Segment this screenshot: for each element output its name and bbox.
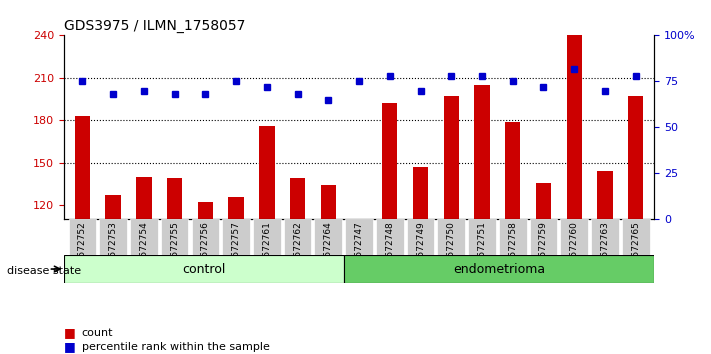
FancyBboxPatch shape xyxy=(376,219,404,255)
Bar xyxy=(628,96,643,354)
Bar xyxy=(260,126,274,354)
Bar xyxy=(321,185,336,354)
Text: GDS3975 / ILMN_1758057: GDS3975 / ILMN_1758057 xyxy=(64,19,245,33)
Text: GSM572748: GSM572748 xyxy=(385,221,395,276)
FancyBboxPatch shape xyxy=(437,219,465,255)
Bar xyxy=(137,177,151,354)
Text: percentile rank within the sample: percentile rank within the sample xyxy=(82,342,269,352)
FancyBboxPatch shape xyxy=(191,219,219,255)
Text: GSM572751: GSM572751 xyxy=(478,221,486,276)
Text: GSM572752: GSM572752 xyxy=(78,221,87,276)
Text: GSM572765: GSM572765 xyxy=(631,221,640,276)
Text: GSM572750: GSM572750 xyxy=(447,221,456,276)
Bar xyxy=(474,85,490,354)
FancyBboxPatch shape xyxy=(591,219,619,255)
Text: endometrioma: endometrioma xyxy=(453,263,545,275)
Text: GSM572760: GSM572760 xyxy=(570,221,579,276)
FancyBboxPatch shape xyxy=(223,219,250,255)
FancyBboxPatch shape xyxy=(161,219,188,255)
Text: count: count xyxy=(82,328,113,338)
FancyBboxPatch shape xyxy=(100,219,127,255)
Bar xyxy=(105,195,121,354)
Bar xyxy=(167,178,182,354)
FancyBboxPatch shape xyxy=(253,219,281,255)
FancyBboxPatch shape xyxy=(346,219,373,255)
Text: GSM572754: GSM572754 xyxy=(139,221,149,276)
Text: GSM572749: GSM572749 xyxy=(416,221,425,276)
Bar xyxy=(413,167,428,354)
Text: GSM572764: GSM572764 xyxy=(324,221,333,276)
Text: GSM572762: GSM572762 xyxy=(293,221,302,276)
Bar xyxy=(567,35,582,354)
FancyBboxPatch shape xyxy=(530,219,557,255)
Bar xyxy=(351,219,367,354)
FancyBboxPatch shape xyxy=(560,219,588,255)
FancyBboxPatch shape xyxy=(68,219,96,255)
FancyBboxPatch shape xyxy=(284,219,311,255)
Bar xyxy=(444,96,459,354)
Bar xyxy=(290,178,305,354)
Bar xyxy=(597,171,613,354)
Bar xyxy=(505,122,520,354)
Text: ■: ■ xyxy=(64,341,76,353)
Bar xyxy=(198,202,213,354)
FancyBboxPatch shape xyxy=(343,255,654,283)
FancyBboxPatch shape xyxy=(622,219,650,255)
Text: GSM572763: GSM572763 xyxy=(601,221,609,276)
Text: ■: ■ xyxy=(64,326,76,339)
FancyBboxPatch shape xyxy=(64,255,343,283)
Text: GSM572761: GSM572761 xyxy=(262,221,272,276)
FancyBboxPatch shape xyxy=(130,219,158,255)
FancyBboxPatch shape xyxy=(468,219,496,255)
Text: GSM572753: GSM572753 xyxy=(109,221,117,276)
Text: GSM572759: GSM572759 xyxy=(539,221,548,276)
Text: GSM572757: GSM572757 xyxy=(232,221,240,276)
Text: GSM572756: GSM572756 xyxy=(201,221,210,276)
Bar xyxy=(228,197,244,354)
Text: control: control xyxy=(182,263,225,275)
Bar xyxy=(75,116,90,354)
FancyBboxPatch shape xyxy=(314,219,342,255)
Bar xyxy=(382,103,397,354)
Bar xyxy=(536,183,551,354)
Text: GSM572758: GSM572758 xyxy=(508,221,517,276)
Text: disease state: disease state xyxy=(7,266,81,276)
FancyBboxPatch shape xyxy=(407,219,434,255)
Text: GSM572755: GSM572755 xyxy=(170,221,179,276)
Text: GSM572747: GSM572747 xyxy=(355,221,363,276)
FancyBboxPatch shape xyxy=(499,219,527,255)
